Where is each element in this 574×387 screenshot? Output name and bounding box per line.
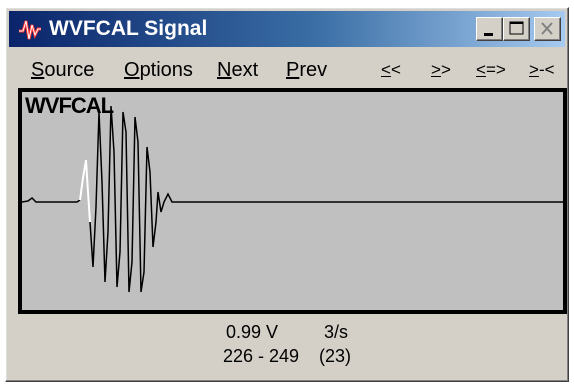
menu-next[interactable]: Next xyxy=(217,59,259,81)
minimize-button[interactable] xyxy=(476,17,503,41)
maximize-button[interactable] xyxy=(503,17,530,41)
signal-app-icon[interactable] xyxy=(17,17,43,41)
signal-display[interactable]: WVFCAL xyxy=(18,88,567,314)
menu-zoom-out-left[interactable]: << xyxy=(381,60,401,79)
menu-bar: Source Options Next Prev << >> <=> >-< xyxy=(9,54,565,86)
waveform-trace xyxy=(22,197,81,203)
close-button[interactable] xyxy=(534,17,561,41)
menu-expand[interactable]: <=> xyxy=(476,60,506,79)
menu-compress[interactable]: >-< xyxy=(529,60,555,79)
maximize-icon xyxy=(509,21,524,35)
title-bar[interactable]: WVFCAL Signal xyxy=(9,11,565,47)
count-readout: (23) xyxy=(319,346,352,366)
menu-source[interactable]: Source xyxy=(31,59,95,81)
window-title: WVFCAL Signal xyxy=(49,17,208,40)
voltage-readout: 0.99 V xyxy=(225,322,278,342)
status-line-1: 0.99 V 3/s xyxy=(0,322,574,343)
rate-readout: 3/s xyxy=(324,322,349,342)
minimize-icon xyxy=(484,33,493,36)
menu-options[interactable]: Options xyxy=(124,59,193,81)
range-readout: 226 - 249 xyxy=(222,346,299,366)
menu-prev[interactable]: Prev xyxy=(286,59,328,81)
waveform-burst xyxy=(89,105,563,293)
waveform-highlight xyxy=(79,159,91,223)
waveform-plot xyxy=(22,105,563,293)
status-line-2: 226 - 249 (23) xyxy=(0,346,574,367)
menu-zoom-right[interactable]: >> xyxy=(431,60,451,79)
close-icon xyxy=(541,22,553,35)
